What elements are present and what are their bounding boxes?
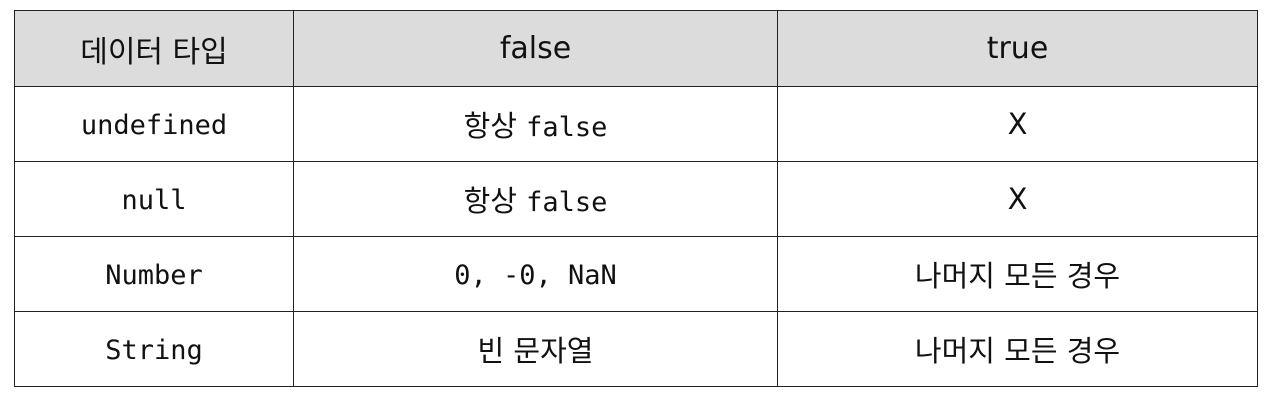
true-value: 나머지 모든 경우 (914, 334, 1121, 368)
false-cell: 항상 false (293, 161, 778, 237)
table-row: undefined 항상 false X (14, 86, 1258, 162)
false-code: false (526, 112, 608, 143)
false-cell: 0, -0, NaN (293, 236, 778, 312)
type-name: undefined (80, 109, 228, 141)
type-cell: null (14, 161, 294, 237)
header-data-type: 데이터 타입 (14, 10, 294, 87)
true-cell: 나머지 모든 경우 (777, 311, 1258, 387)
false-code: 0, -0, NaN (454, 260, 617, 291)
table-header: 데이터 타입 false true (14, 10, 1258, 87)
table-row: String 빈 문자열 나머지 모든 경우 (14, 311, 1258, 387)
false-prefix: 항상 (463, 109, 527, 143)
header-false: false (293, 10, 778, 87)
false-prefix: 항상 (463, 184, 527, 218)
table-body: undefined 항상 false X null 항상 false X Num… (14, 86, 1258, 387)
true-value: X (1007, 107, 1028, 141)
false-code: false (526, 187, 608, 218)
true-cell: X (777, 86, 1258, 162)
table-row: Number 0, -0, NaN 나머지 모든 경우 (14, 236, 1258, 312)
false-cell: 빈 문자열 (293, 311, 778, 387)
false-cell: 항상 false (293, 86, 778, 162)
type-name: Number (105, 259, 203, 291)
truthiness-table: 데이터 타입 false true undefined 항상 false X n… (14, 10, 1258, 387)
true-cell: X (777, 161, 1258, 237)
header-true: true (777, 10, 1258, 87)
type-cell: String (14, 311, 294, 387)
true-value: 나머지 모든 경우 (914, 259, 1121, 293)
type-cell: Number (14, 236, 294, 312)
true-cell: 나머지 모든 경우 (777, 236, 1258, 312)
type-name: null (121, 184, 187, 216)
header-row: 데이터 타입 false true (14, 10, 1258, 87)
true-value: X (1007, 182, 1028, 216)
type-name: String (105, 334, 203, 366)
type-cell: undefined (14, 86, 294, 162)
false-prefix: 빈 문자열 (477, 334, 594, 368)
table-row: null 항상 false X (14, 161, 1258, 237)
